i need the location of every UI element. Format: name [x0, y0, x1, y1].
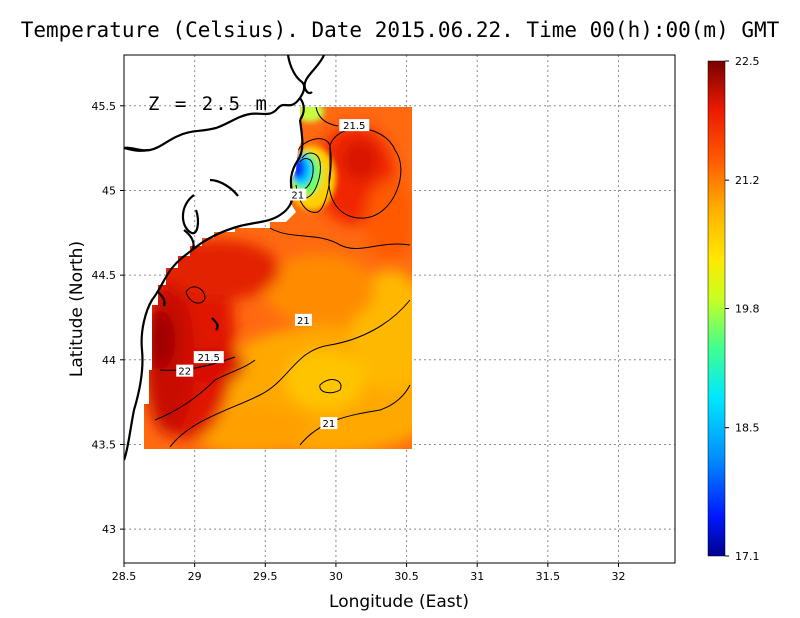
- x-tick-label: 31: [470, 570, 484, 583]
- y-tick-label: 45: [102, 184, 116, 197]
- colorbar-tick-label: 19.8: [735, 303, 760, 316]
- contour-label-bg: [320, 417, 338, 430]
- contour-labels: 21.5 21 21 21.5 22 21: [176, 119, 370, 430]
- x-tick-label: 29.5: [253, 570, 278, 583]
- y-tick-label: 44.5: [92, 269, 117, 282]
- chart-title: Temperature (Celsius). Date 2015.06.22. …: [20, 18, 780, 42]
- x-tick-label: 29: [188, 570, 202, 583]
- x-tick-label: 30: [329, 570, 343, 583]
- contour-lines: [154, 107, 411, 448]
- y-tick-label: 45.5: [92, 100, 117, 113]
- y-axis-label: Latitude (North): [67, 241, 87, 377]
- contour-label-bg: [294, 313, 312, 326]
- y-tick-label: 43.5: [92, 438, 117, 451]
- contour-label: 21: [297, 316, 310, 327]
- contour-label: 22: [178, 367, 191, 378]
- colorbar-tick-label: 21.2: [735, 174, 760, 187]
- contour-label: 21.5: [198, 353, 220, 364]
- colorbar-tick-label: 22.5: [735, 55, 760, 68]
- colorbar-tick-label: 17.1: [735, 550, 760, 563]
- axes: [123, 54, 676, 564]
- contour-label-bg: [176, 364, 194, 377]
- colorbar-tick-labels: 22.5 21.2 19.8 18.5 17.1: [725, 55, 760, 563]
- colorbar: [707, 60, 726, 557]
- y-tick-labels: 43 43.5 44 44.5 45 45.5: [92, 100, 124, 536]
- contour-label: 21: [291, 191, 304, 202]
- colorbar-tick-label: 18.5: [735, 422, 760, 435]
- x-tick-label: 31.5: [536, 570, 561, 583]
- contour-label: 21.5: [343, 121, 365, 132]
- contour-label-bg: [339, 119, 370, 132]
- y-tick-label: 44: [102, 354, 116, 367]
- contour-label: 21: [322, 419, 335, 430]
- x-tick-label: 28.5: [112, 570, 137, 583]
- contour-label-bg: [193, 351, 224, 364]
- x-tick-label: 32: [611, 570, 625, 583]
- y-tick-label: 43: [102, 523, 116, 536]
- x-tick-labels: 28.5 29 29.5 30 30.5 31 31.5 32: [112, 563, 625, 583]
- contour-label-bg: [289, 188, 307, 201]
- x-axis-label: Longitude (East): [329, 592, 469, 612]
- x-tick-label: 30.5: [394, 570, 419, 583]
- depth-label: Z = 2.5 m: [148, 93, 269, 115]
- coastline: [124, 55, 326, 461]
